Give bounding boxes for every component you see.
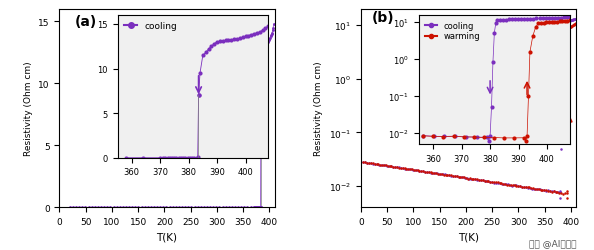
X-axis label: T(K): T(K) [458, 232, 479, 242]
Y-axis label: Resistivity (Ohm cm): Resistivity (Ohm cm) [24, 62, 33, 156]
Text: (a): (a) [74, 15, 97, 29]
X-axis label: T(K): T(K) [157, 232, 178, 242]
Y-axis label: Resistivity (Ohm cm): Resistivity (Ohm cm) [314, 62, 323, 156]
Text: (b): (b) [372, 11, 394, 25]
Text: 头条 @AI自智体: 头条 @AI自智体 [529, 238, 576, 248]
